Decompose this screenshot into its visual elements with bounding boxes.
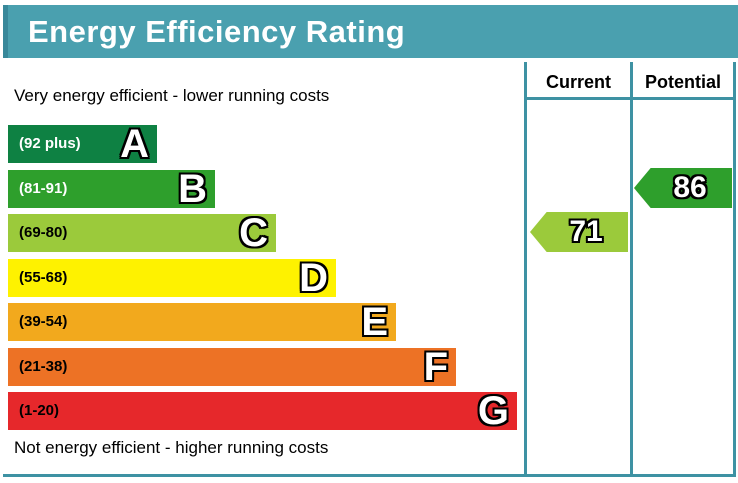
potential-column-header: Potential <box>644 71 721 92</box>
page-title: Energy Efficiency Rating <box>28 13 406 49</box>
top-note: Very energy efficient - lower running co… <box>14 86 330 105</box>
band-range-label: (69-80) <box>19 224 68 241</box>
band-range-label: (39-54) <box>19 313 68 330</box>
band-range-label: (55-68) <box>19 269 68 286</box>
band-e: (39-54) E <box>8 300 396 344</box>
current-rating-arrow: 71 <box>530 212 628 252</box>
band-a: (92 plus) A <box>8 122 157 166</box>
current-rating-value: 71 <box>569 215 603 248</box>
potential-rating-value: 86 <box>673 171 707 204</box>
band-range-label: (92 plus) <box>19 135 81 152</box>
column-divider-middle <box>630 62 633 477</box>
title-bar: Energy Efficiency Rating <box>3 5 738 58</box>
band-letter: G <box>477 389 509 433</box>
band-f: (21-38) F <box>8 345 456 389</box>
current-column-header: Current <box>545 71 611 92</box>
band-b: (81-91) B <box>8 167 215 211</box>
band-letter: B <box>178 167 207 211</box>
column-divider-left <box>524 62 527 477</box>
band-letter: D <box>299 256 328 300</box>
band-letter: C <box>239 211 268 255</box>
header-underline <box>524 97 736 100</box>
band-g: (1-20) G <box>8 389 517 433</box>
column-divider-right <box>733 62 736 477</box>
potential-rating-arrow: 86 <box>634 168 732 208</box>
band-range-label: (81-91) <box>19 180 68 197</box>
band-range-label: (1-20) <box>19 402 60 419</box>
bottom-note: Not energy efficient - higher running co… <box>14 438 329 457</box>
band-c: (69-80) C <box>8 211 276 255</box>
band-range-label: (21-38) <box>19 358 68 375</box>
band-letter: F <box>423 345 448 389</box>
chart-bottom-border <box>3 474 736 477</box>
band-d: (55-68) D <box>8 256 336 300</box>
band-letter: A <box>120 122 149 166</box>
band-letter: E <box>361 300 388 344</box>
